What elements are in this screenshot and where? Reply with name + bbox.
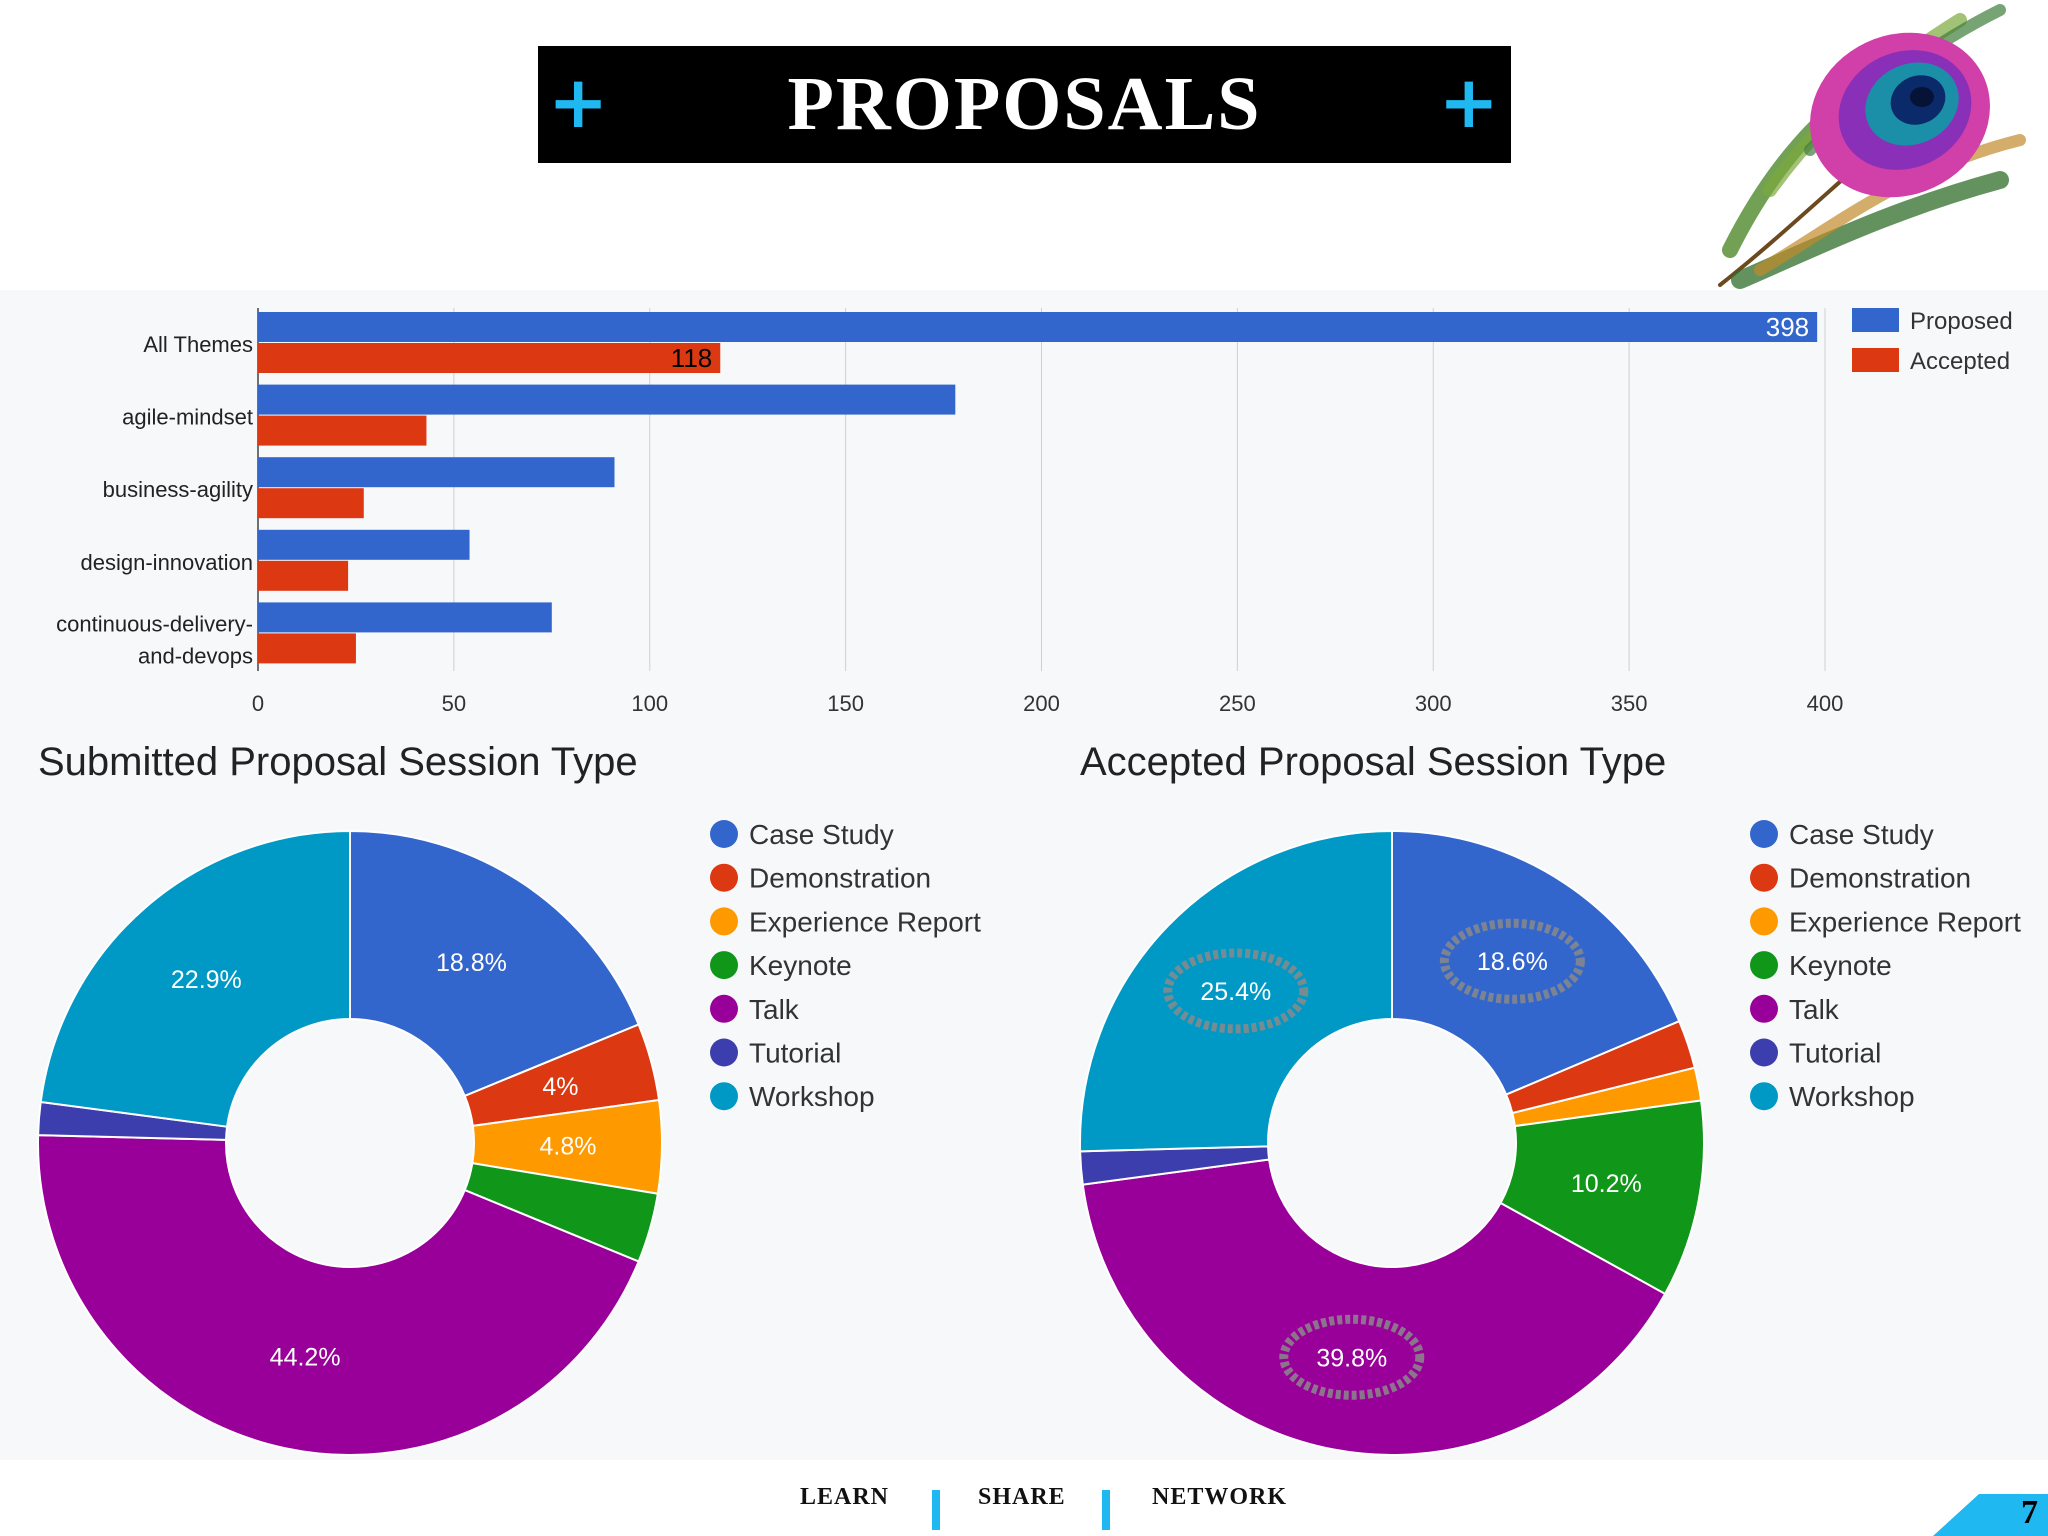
legend-marker	[1750, 820, 1778, 848]
bar	[258, 343, 721, 373]
legend-label: Keynote	[749, 950, 852, 981]
peacock-feather-icon	[1718, 4, 2026, 289]
legend-label: Experience Report	[749, 906, 981, 937]
legend-marker	[710, 1038, 738, 1067]
bar	[258, 602, 552, 633]
footer: LEARN SHARE NETWORK 7	[0, 1460, 2048, 1536]
bar	[258, 560, 349, 591]
donut-slice	[1081, 1158, 1667, 1457]
x-tick-label: 350	[1611, 691, 1648, 716]
legend-marker	[710, 863, 738, 892]
category-label: agile-mindset	[122, 405, 253, 430]
submitted-session-type-donut: Submitted Proposal Session Type 18.8% 4% 4.…	[37, 740, 981, 1456]
x-tick-label: 50	[442, 691, 466, 716]
slice-label: 25.4%	[1200, 978, 1271, 1006]
bar	[258, 633, 356, 664]
legend-label: Tutorial	[749, 1038, 841, 1069]
legend-marker	[1750, 994, 1778, 1023]
donut-slice	[39, 829, 351, 1128]
page-number: 7	[2021, 1494, 2038, 1531]
title-banner: + PROPOSALS +	[538, 46, 1511, 163]
chart-panel: 0 50 100 150 200 250 300 350 400 All Themes agile-…	[0, 290, 2048, 1460]
plus-icon-right: +	[1438, 60, 1499, 144]
bar	[258, 312, 1818, 342]
legend-marker	[710, 1082, 738, 1111]
donut-slice	[349, 829, 640, 1098]
x-tick-label: 150	[827, 691, 864, 716]
category-label: All Themes	[143, 332, 253, 357]
slice-label: 22.9%	[171, 966, 242, 994]
accepted-session-type-donut: Accepted Proposal Session Type 18.6% 10.2%…	[1079, 740, 2021, 1457]
legend-label: Case Study	[1789, 819, 1934, 850]
donut-slice	[1499, 1099, 1706, 1296]
footer-network: NETWORK	[1152, 1484, 1288, 1510]
category-label: continuous-delivery-	[56, 611, 253, 636]
highlight-circle	[1279, 1314, 1425, 1400]
legend-marker	[1750, 863, 1778, 892]
slice-label: 4%	[542, 1073, 578, 1101]
chart-title: Submitted Proposal Session Type	[38, 740, 638, 784]
legend-label: Keynote	[1789, 950, 1892, 981]
slice-label: 18.8%	[436, 949, 507, 977]
footer-divider	[1102, 1490, 1110, 1530]
bar	[258, 457, 615, 488]
data-label: 118	[671, 343, 712, 373]
data-label: 398	[1766, 312, 1809, 342]
donut-slice	[1391, 829, 1681, 1096]
x-tick-label: 0	[252, 691, 264, 716]
slice-label: 39.8%	[1316, 1344, 1387, 1372]
legend-label: Demonstration	[1789, 863, 1971, 894]
legend-marker	[1750, 907, 1778, 936]
legend-marker	[710, 820, 738, 848]
plus-icon-left: +	[548, 60, 609, 144]
bar	[258, 384, 956, 415]
legend-marker	[710, 951, 738, 980]
theme-bar-chart: 0 50 100 150 200 250 300 350 400 All Themes agile-…	[56, 308, 2013, 716]
legend-swatch	[1852, 348, 1899, 372]
slide-title: PROPOSALS	[787, 62, 1262, 146]
legend-label: Accepted	[1910, 348, 2010, 375]
category-label: and-devops	[138, 643, 253, 668]
legend-marker	[1750, 1038, 1778, 1067]
legend-label: Talk	[749, 994, 800, 1025]
x-tick-label: 200	[1023, 691, 1060, 716]
legend-label: Demonstration	[749, 863, 931, 894]
bar	[258, 415, 427, 446]
slice-label: 18.6%	[1477, 948, 1548, 976]
footer-divider	[932, 1490, 940, 1530]
legend-swatch	[1852, 308, 1899, 332]
legend-label: Case Study	[749, 819, 894, 850]
highlight-circle	[1439, 918, 1585, 1004]
legend-label: Workshop	[749, 1081, 875, 1112]
legend-label: Tutorial	[1789, 1038, 1881, 1069]
chart-title: Accepted Proposal Session Type	[1080, 740, 1666, 784]
charts-canvas: 0 50 100 150 200 250 300 350 400 All Themes agile-…	[37, 308, 2021, 1457]
footer-share: SHARE	[978, 1484, 1066, 1510]
legend-label: Workshop	[1789, 1081, 1915, 1112]
legend-marker	[710, 907, 738, 936]
legend-label: Experience Report	[1789, 906, 2021, 937]
legend-marker	[1750, 951, 1778, 980]
legend-marker	[1750, 1082, 1778, 1111]
x-tick-label: 400	[1807, 691, 1844, 716]
category-label: design-innovation	[81, 550, 253, 575]
x-tick-label: 100	[631, 691, 668, 716]
bar	[258, 488, 364, 519]
slice-label: 10.2%	[1571, 1170, 1642, 1198]
category-label: business-agility	[103, 477, 253, 502]
legend-marker	[710, 994, 738, 1023]
legend-label: Talk	[1789, 994, 1840, 1025]
slice-label: 4.8%	[539, 1133, 596, 1161]
bar	[258, 529, 470, 560]
donut-slice	[37, 1134, 640, 1456]
slice-label: 44.2%	[270, 1343, 341, 1371]
highlight-circle	[1163, 948, 1309, 1034]
donut-slice	[1079, 829, 1393, 1153]
x-tick-label: 250	[1219, 691, 1256, 716]
footer-learn: LEARN	[800, 1484, 890, 1510]
x-tick-label: 300	[1415, 691, 1452, 716]
legend-label: Proposed	[1910, 308, 2013, 335]
